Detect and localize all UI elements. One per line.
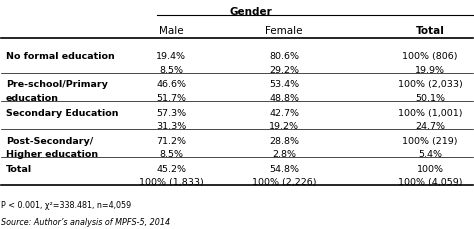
Text: 100% (806): 100% (806) [402,52,458,61]
Text: 46.6%: 46.6% [156,80,186,89]
Text: 8.5%: 8.5% [159,66,183,75]
Text: 31.3%: 31.3% [156,122,186,131]
Text: 19.2%: 19.2% [269,122,299,131]
Text: 24.7%: 24.7% [415,122,445,131]
Text: 51.7%: 51.7% [156,94,186,103]
Text: 28.8%: 28.8% [269,137,299,146]
Text: Higher education: Higher education [6,150,98,159]
Text: Secondary Education: Secondary Education [6,109,118,117]
Text: 29.2%: 29.2% [269,66,299,75]
Text: Total: Total [6,165,32,174]
Text: 53.4%: 53.4% [269,80,299,89]
Text: 100% (1,001): 100% (1,001) [398,109,463,117]
Text: 2.8%: 2.8% [272,150,296,159]
Text: 100% (2,226): 100% (2,226) [252,178,316,187]
Text: No formal education: No formal education [6,52,115,61]
Text: 42.7%: 42.7% [269,109,299,117]
Text: 71.2%: 71.2% [156,137,186,146]
Text: 5.4%: 5.4% [418,150,442,159]
Text: Gender: Gender [230,7,273,17]
Text: Pre-school/Primary: Pre-school/Primary [6,80,108,89]
Text: 54.8%: 54.8% [269,165,299,174]
Text: 19.9%: 19.9% [415,66,445,75]
Text: 100% (219): 100% (219) [402,137,458,146]
Text: Female: Female [265,26,303,36]
Text: 80.6%: 80.6% [269,52,299,61]
Text: Post-Secondary/: Post-Secondary/ [6,137,93,146]
Text: 57.3%: 57.3% [156,109,186,117]
Text: Total: Total [416,26,445,36]
Text: P < 0.001, χ²=338.481, n=4,059: P < 0.001, χ²=338.481, n=4,059 [1,201,132,210]
Text: 45.2%: 45.2% [156,165,186,174]
Text: 100% (2,033): 100% (2,033) [398,80,463,89]
Text: 8.5%: 8.5% [159,150,183,159]
Text: 100%: 100% [417,165,444,174]
Text: 100% (1,833): 100% (1,833) [139,178,203,187]
Text: 100% (4,059): 100% (4,059) [398,178,463,187]
Text: 50.1%: 50.1% [415,94,445,103]
Text: 48.8%: 48.8% [269,94,299,103]
Text: education: education [6,94,59,103]
Text: Source: Author’s analysis of MPFS-5, 2014: Source: Author’s analysis of MPFS-5, 201… [1,218,171,227]
Text: 19.4%: 19.4% [156,52,186,61]
Text: Male: Male [159,26,183,36]
